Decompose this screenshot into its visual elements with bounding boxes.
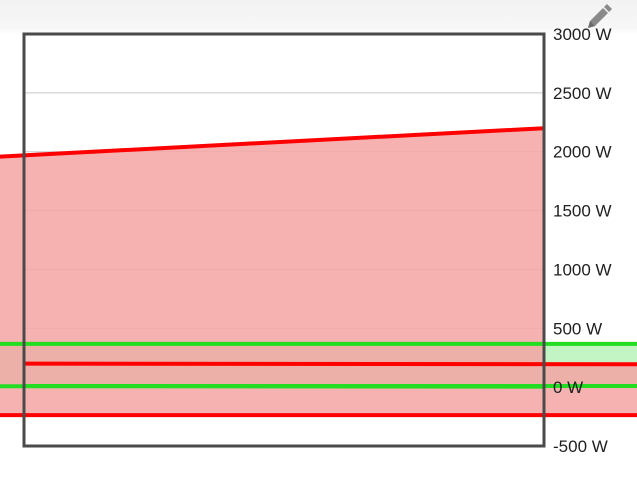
consumption-area xyxy=(0,128,637,416)
y-tick-label: 2000 W xyxy=(553,143,612,162)
y-tick-label: -500 W xyxy=(553,437,608,456)
y-axis-ticks: 3000 W 2500 W 2000 W 1500 W 1000 W 500 W 0 W -5… xyxy=(553,25,612,456)
y-tick-label: 1000 W xyxy=(553,260,612,279)
pencil-icon[interactable] xyxy=(582,2,614,34)
x-axis-ticks: 20:0000:0004:0008:0012:0016:00 xyxy=(0,459,637,478)
y-tick-label: 3000 W xyxy=(553,25,612,44)
y-tick-label: 2500 W xyxy=(553,84,612,103)
plot-frame xyxy=(22,32,546,448)
y-tick-label: 500 W xyxy=(553,319,602,338)
series-areas xyxy=(0,128,637,416)
y-tick-label: 1500 W xyxy=(553,202,612,221)
y-tick-label: 0 W xyxy=(553,378,583,397)
